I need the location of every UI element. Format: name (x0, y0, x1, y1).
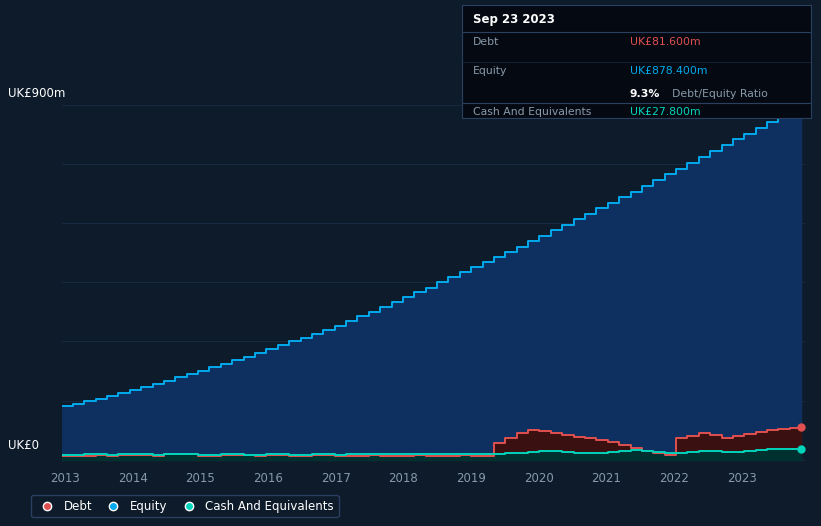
Legend: Debt, Equity, Cash And Equivalents: Debt, Equity, Cash And Equivalents (30, 495, 338, 518)
Text: UK£0: UK£0 (8, 439, 39, 452)
Text: Debt: Debt (473, 37, 499, 47)
Text: UK£81.600m: UK£81.600m (630, 37, 700, 47)
Text: UK£27.800m: UK£27.800m (630, 107, 700, 117)
Text: Debt/Equity Ratio: Debt/Equity Ratio (672, 89, 768, 99)
Text: UK£900m: UK£900m (8, 87, 66, 100)
Text: Cash And Equivalents: Cash And Equivalents (473, 107, 591, 117)
Text: Sep 23 2023: Sep 23 2023 (473, 13, 554, 26)
Text: Equity: Equity (473, 66, 507, 76)
Text: UK£878.400m: UK£878.400m (630, 66, 707, 76)
Text: 9.3%: 9.3% (630, 89, 660, 99)
